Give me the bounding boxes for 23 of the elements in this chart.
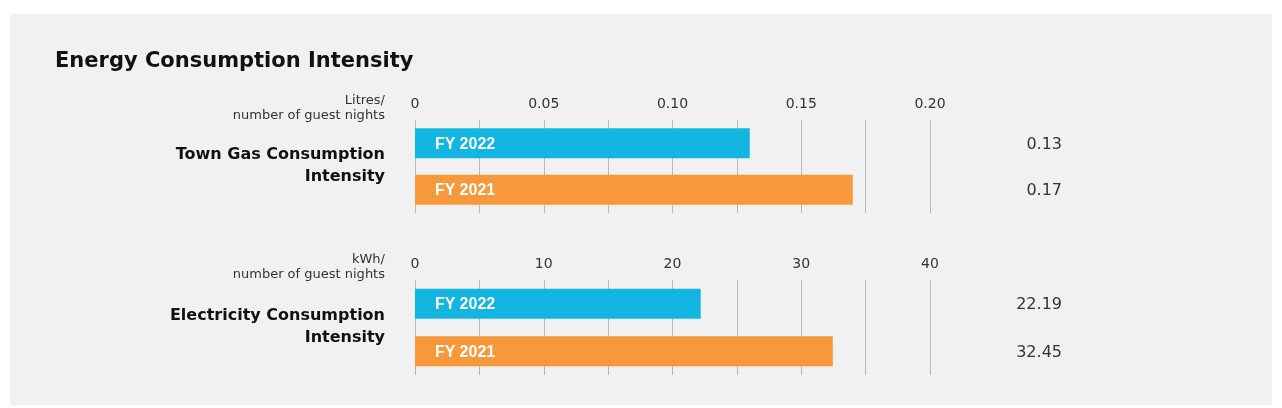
data-label: 22.19 — [1016, 294, 1062, 314]
x-tick-label: 0.05 — [528, 95, 560, 111]
y-tick-label: FY 2022 — [435, 295, 496, 313]
x-axis-title: Litres/ number of guest nights — [232, 92, 386, 122]
x-tick-label: 10 — [534, 255, 553, 271]
x-tick-label: 30 — [792, 255, 811, 271]
x-tick-label: 0 — [410, 255, 420, 271]
data-label: 32.45 — [1016, 341, 1062, 361]
data-label: 0.13 — [1026, 133, 1062, 153]
y-axis-title: Town Gas Consumption Intensity — [175, 144, 386, 185]
y-tick-label: FY 2022 — [435, 134, 496, 152]
data-label: 0.17 — [1026, 180, 1062, 200]
y-tick-label: FY 2021 — [435, 181, 496, 199]
y-axis-title: Electricity Consumption Intensity — [169, 305, 386, 346]
x-axis-title: kWh/ number of guest nights — [232, 251, 386, 281]
x-tick-label: 40 — [921, 255, 939, 271]
x-tick-label: 0.10 — [656, 95, 689, 111]
x-tick-label: 0 — [410, 95, 420, 111]
x-tick-label: 0.15 — [785, 95, 817, 111]
x-tick-label: 0.20 — [914, 95, 946, 111]
x-tick-label: 20 — [663, 255, 682, 271]
text: Energy Consumption Intensity — [55, 47, 414, 72]
y-tick-label: FY 2021 — [435, 342, 496, 360]
